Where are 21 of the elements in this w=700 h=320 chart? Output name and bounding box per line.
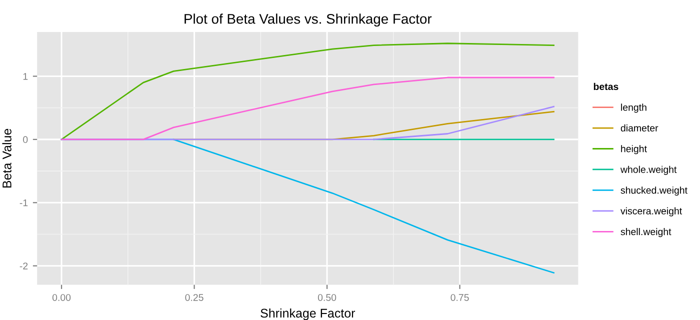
y-tick-label: -2 (20, 262, 28, 270)
x-axis-title: Shrinkage Factor (260, 308, 356, 320)
legend-title: betas (594, 82, 618, 90)
legend-label: viscera.weight (620, 207, 682, 216)
legend-label: whole.weight (620, 166, 677, 175)
x-tick-label: 0.25 (185, 294, 204, 301)
y-tick-label: 0 (23, 136, 28, 144)
y-tick-label: 1 (23, 73, 28, 80)
x-tick-label: 0.50 (318, 294, 336, 301)
y-axis-title: Beta Value (2, 128, 12, 188)
x-tick-label: 0.75 (450, 294, 469, 301)
line-series (60, 42, 554, 140)
legend-label: shell.weight (620, 228, 672, 238)
legend-label: diameter (620, 124, 658, 132)
line-series (60, 76, 554, 140)
legend-label: length (621, 104, 646, 113)
x-tick-label: 0.00 (52, 294, 71, 301)
legend-label: height (621, 145, 647, 154)
chart-title: Plot of Beta Values vs. Shrinkage Factor (184, 14, 432, 27)
legend-label: shucked.weight (620, 186, 688, 196)
y-tick-label: -1 (20, 199, 28, 206)
